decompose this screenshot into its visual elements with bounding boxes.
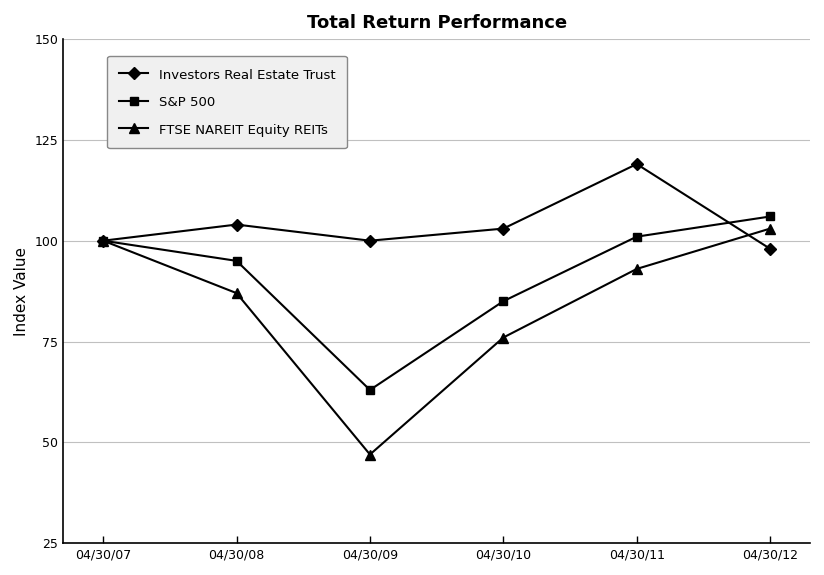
Investors Real Estate Trust — [632, 160, 642, 167]
S&P 500 — [765, 213, 775, 220]
Title: Total Return Performance: Total Return Performance — [307, 14, 567, 32]
Y-axis label: Index Value: Index Value — [14, 247, 29, 336]
Investors Real Estate Trust — [232, 221, 241, 228]
FTSE NAREIT Equity REITs — [499, 334, 508, 341]
FTSE NAREIT Equity REITs — [765, 225, 775, 232]
Investors Real Estate Trust — [98, 237, 108, 244]
S&P 500 — [365, 386, 375, 393]
Line: FTSE NAREIT Equity REITs: FTSE NAREIT Equity REITs — [98, 224, 775, 459]
Legend: Investors Real Estate Trust, S&P 500, FTSE NAREIT Equity REITs: Investors Real Estate Trust, S&P 500, FT… — [107, 56, 347, 148]
S&P 500 — [98, 237, 108, 244]
FTSE NAREIT Equity REITs — [365, 451, 375, 458]
Investors Real Estate Trust — [499, 225, 508, 232]
S&P 500 — [632, 233, 642, 240]
Investors Real Estate Trust — [365, 237, 375, 244]
FTSE NAREIT Equity REITs — [232, 290, 241, 297]
FTSE NAREIT Equity REITs — [632, 266, 642, 273]
FTSE NAREIT Equity REITs — [98, 237, 108, 244]
Line: Investors Real Estate Trust: Investors Real Estate Trust — [99, 160, 775, 253]
S&P 500 — [499, 298, 508, 305]
S&P 500 — [232, 258, 241, 264]
Investors Real Estate Trust — [765, 246, 775, 252]
Line: S&P 500: S&P 500 — [99, 212, 775, 394]
